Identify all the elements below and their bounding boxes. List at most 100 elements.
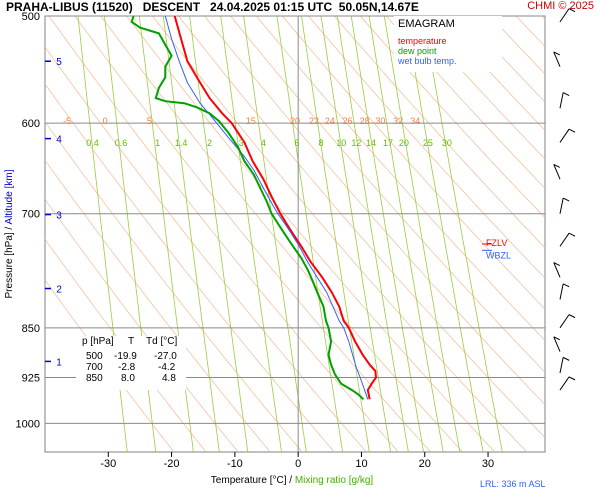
- dry-adiabat-label: -5: [63, 116, 71, 126]
- wind-barb: [553, 164, 561, 180]
- dry-adiabat-label: 28: [360, 116, 370, 126]
- dry-adiabat-line: [45, 159, 271, 452]
- mixing-ratio-label: 1: [155, 138, 160, 148]
- table-cell: -4.2: [158, 362, 176, 373]
- mixing-ratio-line: [336, 16, 409, 452]
- sounding-profiles: [130, 16, 378, 401]
- mixing-ratio-line: [220, 16, 282, 452]
- mixing-ratio-label: 30: [442, 138, 452, 148]
- dry-adiabat-label: 32: [393, 116, 403, 126]
- pressure-tick-label: 500: [22, 11, 40, 23]
- mixing-ratio-label: 20: [399, 138, 409, 148]
- wind-barb: [559, 8, 570, 23]
- dry-adiabat-line: [568, 16, 600, 452]
- wind-barb-flag: [568, 314, 576, 319]
- dry-adiabats: [45, 16, 600, 452]
- wind-barb: [559, 92, 564, 109]
- altitude-tick-label: 5: [56, 57, 62, 68]
- mixing-ratio-label: 0.6: [115, 138, 128, 148]
- legend-item-dew-point: dew point: [398, 46, 437, 56]
- wind-barb: [553, 336, 561, 352]
- dry-adiabat-line: [45, 121, 303, 452]
- mixing-ratio-label: 12: [351, 138, 361, 148]
- mixing-ratio-label: 6: [294, 138, 299, 148]
- wind-barb-flag: [562, 92, 570, 97]
- dry-adiabat-label: 24: [325, 116, 335, 126]
- mixing-ratio-label: 14: [366, 138, 376, 148]
- wind-barb: [559, 376, 570, 391]
- wind-barb-flag: [568, 128, 576, 133]
- chart-title: PRAHA-LIBUS (11520) DESCENT 24.04.2025 0…: [6, 0, 419, 14]
- table-cell: 500: [86, 351, 103, 362]
- altitude-tick-label: 1: [56, 357, 62, 368]
- legend-item-temperature: temperature: [398, 36, 447, 46]
- dry-adiabat-line: [100, 16, 463, 452]
- wind-barb: [559, 314, 570, 329]
- copyright-label: CHMI © 2025: [527, 0, 594, 12]
- wind-barb: [553, 51, 561, 67]
- fzlv-label: FZLV: [486, 238, 507, 248]
- mixing-ratio-lines: [77, 16, 503, 452]
- dry-adiabat-line: [411, 16, 545, 160]
- pressure-tick-label: 850: [22, 323, 40, 335]
- dry-adiabat-label: 0: [103, 116, 108, 126]
- wind-barb-flag: [562, 197, 570, 202]
- series-temperature-line: [173, 16, 378, 400]
- wind-barb-flag: [562, 356, 570, 361]
- x-tick-label: -10: [227, 458, 243, 470]
- y-axis: 500 600 700 850 925 1000 1 2 3 4 5 Pressure [hPa] /…: [4, 11, 62, 430]
- mixing-ratio-line: [189, 16, 249, 452]
- mixing-ratio-label: 17: [383, 138, 393, 148]
- mixing-ratio-label: 4: [261, 138, 266, 148]
- mixing-ratio-line: [422, 16, 503, 452]
- dry-adiabat-label: 15: [246, 116, 256, 126]
- dry-adiabat-label: 30: [375, 116, 385, 126]
- lrl-label: LRL: 336 m ASL: [480, 479, 546, 489]
- dry-adiabat-label: 34: [410, 116, 420, 126]
- x-tick-label: 30: [482, 458, 494, 470]
- dry-adiabat-line: [45, 83, 335, 452]
- dry-adiabat-line: [45, 198, 239, 452]
- chart-labels: -5 0 5 15 20 22 24 26 28 30 32 340.4 0.6 1 1.4 2 3 4 6 8 10 1…: [63, 116, 545, 489]
- table-cell: -27.0: [154, 351, 177, 362]
- mixing-ratio-line: [77, 16, 128, 452]
- table-header-td: Td [°C]: [146, 336, 178, 347]
- dry-adiabat-line: [126, 16, 496, 452]
- dry-adiabat-line: [45, 279, 175, 452]
- mixing-ratio-label: 0.4: [86, 138, 99, 148]
- dry-adiabat-label: 26: [343, 116, 353, 126]
- wind-barb: [559, 232, 570, 247]
- series-wet-bulb-temp-line: [164, 16, 369, 400]
- wind-barb-flag: [553, 51, 560, 56]
- series-dew-point-line: [130, 16, 365, 401]
- dry-adiabat-line: [437, 16, 545, 131]
- x-tick-label: -30: [100, 458, 116, 470]
- dry-adiabat-label: 5: [147, 116, 152, 126]
- wind-barb-flag: [568, 376, 576, 381]
- wind-barb-flag: [553, 163, 560, 168]
- mixing-ratio-line: [405, 16, 484, 452]
- mixing-ratio-line: [350, 16, 424, 452]
- legend-item-wet-bulb: wet bulb temp.: [398, 56, 457, 66]
- altitude-tick-label: 3: [56, 211, 62, 222]
- dry-adiabat-line: [594, 16, 600, 452]
- mixing-ratio-line: [368, 16, 444, 452]
- table-cell: -19.9: [114, 351, 137, 362]
- pressure-tick-label: 1000: [16, 418, 40, 430]
- mixing-ratio-line: [301, 16, 370, 452]
- pressure-tick-label: 600: [22, 118, 40, 130]
- wind-barb: [559, 128, 570, 143]
- pressure-tick-label: 925: [22, 373, 40, 385]
- x-tick-label: -20: [164, 458, 180, 470]
- wind-barb: [559, 283, 564, 300]
- table-cell: 4.8: [162, 373, 176, 384]
- x-axis: -30 -20 -10 0 10 20 30 Temperature [°C] / Mixin…: [100, 452, 494, 486]
- dry-adiabat-line: [230, 16, 545, 373]
- mixing-ratio-line: [162, 16, 220, 452]
- wind-barb-flag: [553, 336, 560, 341]
- mixing-ratio-label: 1.4: [175, 138, 188, 148]
- altitude-tick-label: 4: [56, 135, 62, 146]
- x-tick-label: 10: [355, 458, 367, 470]
- dry-adiabat-label: 22: [309, 116, 319, 126]
